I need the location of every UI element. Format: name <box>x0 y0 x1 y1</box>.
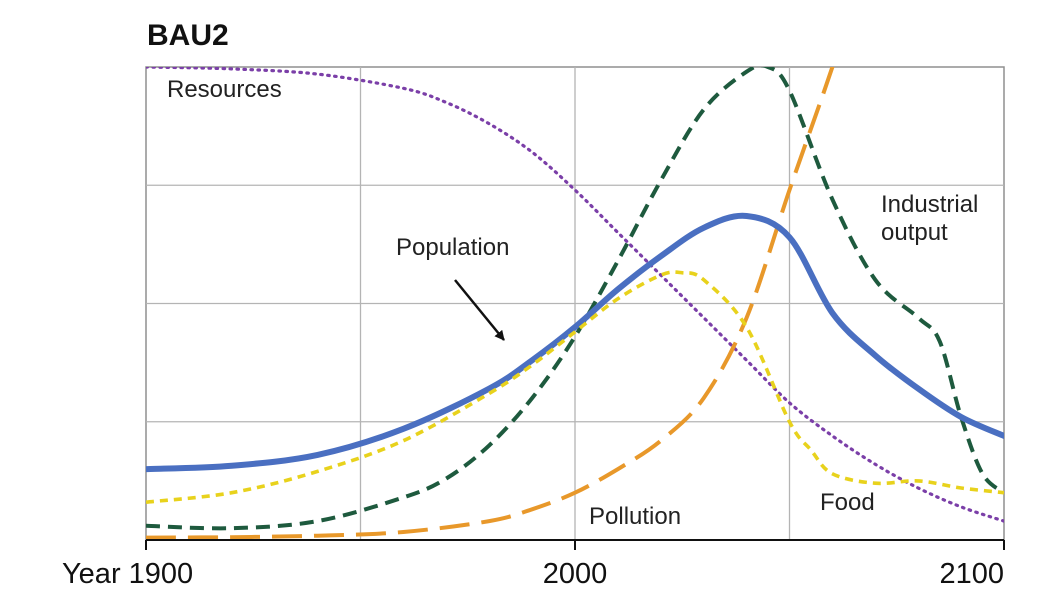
resources-label: Resources <box>167 76 282 103</box>
industrial-output-label-line1: Industrial <box>881 191 978 218</box>
series-line-food <box>146 270 1004 504</box>
series-line-resources <box>146 67 1004 523</box>
food-label: Food <box>820 489 875 516</box>
series-line-population <box>146 212 1004 473</box>
industrial-output-label-line2: output <box>881 219 948 246</box>
population-label: Population <box>396 234 509 261</box>
x-tick-label-2100: 2100 <box>939 558 1004 590</box>
grid-lines <box>146 67 1004 540</box>
x-tick-label-2000: 2000 <box>543 558 608 590</box>
pollution-label: Pollution <box>589 503 681 530</box>
x-tick-label-1900: Year 1900 <box>62 558 193 590</box>
series-line-industrial-output <box>146 67 1004 531</box>
series-layer <box>146 67 1004 540</box>
series-line-pollution <box>146 67 835 540</box>
chart-title: BAU2 <box>147 19 229 52</box>
population-arrow <box>454 279 505 341</box>
